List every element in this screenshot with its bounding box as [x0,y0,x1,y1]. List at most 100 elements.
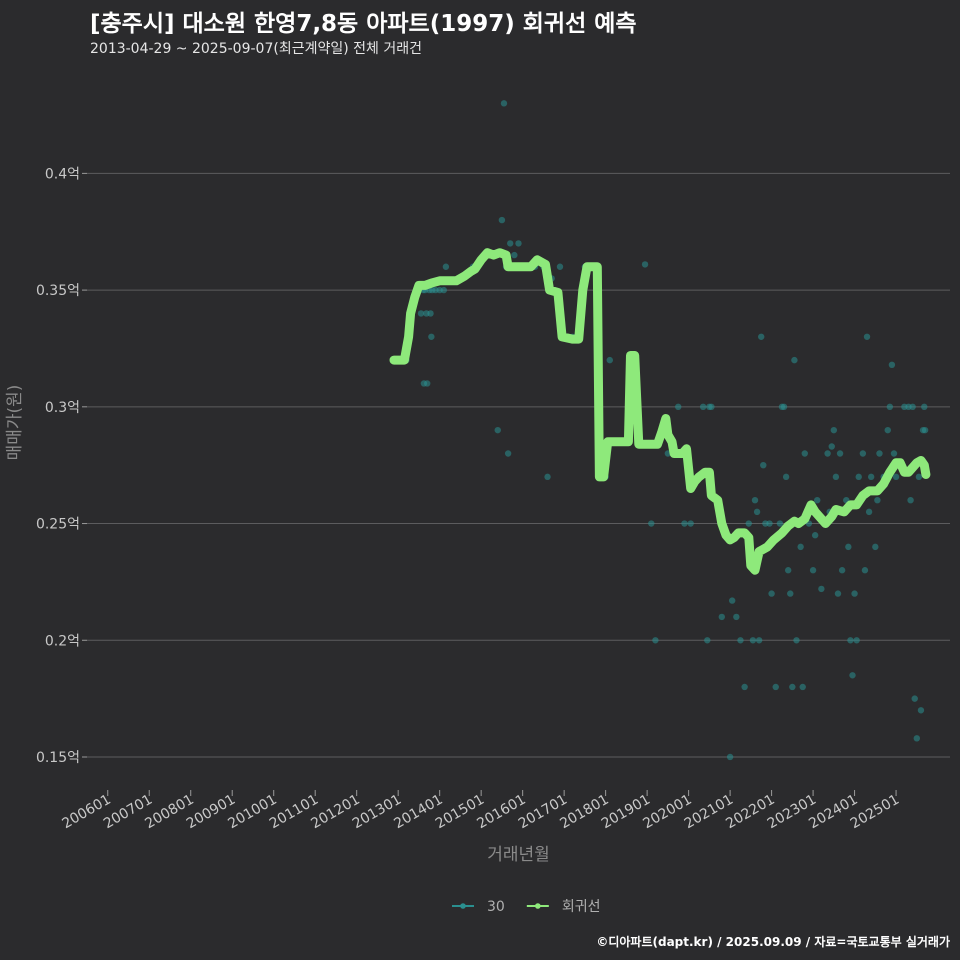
scatter-point [811,532,819,539]
scatter-point [793,637,800,644]
x-axis-ticks: 2006012007012008012009012010012011012012… [59,790,902,832]
scatter-point [863,333,871,340]
scatter-point [921,403,928,411]
scatter-point [704,637,711,644]
scatter-point [797,543,804,551]
scatter-point [768,590,775,597]
scatter-point [498,216,506,224]
scatter-point [876,450,883,457]
scatter-point [606,356,613,364]
regression-line-layer [389,248,931,575]
scatter-point [913,735,921,742]
scatter-point [907,496,914,504]
scatter-point [867,473,875,481]
scatter-point [515,240,522,247]
scatter-point [847,637,854,644]
scatter-point [428,333,435,340]
scatter-point [745,520,752,527]
scatter-point [741,683,748,691]
scatter-point [921,426,929,434]
scatter-point [749,637,757,644]
scatter-point [681,520,688,527]
scatter-point [758,333,765,340]
scatter-point [801,450,808,457]
scatter-point [424,380,431,387]
scatter-point [733,613,740,621]
scatter-point [699,403,707,411]
regression-line [389,248,931,575]
scatter-point [675,403,682,411]
scatter-point [849,672,856,679]
scatter-point [859,450,867,457]
scatter-point [772,683,779,691]
scatter-point [648,520,655,527]
scatter-point [718,613,726,621]
scatter-point [766,520,773,527]
y-axis-ticks: 0.15억 0.2억 0.25억 0.3억 0.35억 0.4억 [36,166,87,766]
legend: 30 회귀선 [452,899,600,915]
scatter-point [814,496,821,504]
legend-key-dot [460,903,466,909]
legend-label: 30 [487,899,505,915]
y-tick-label: 0.25억 [36,517,80,533]
scatter-point [861,567,869,574]
scatter-point [911,695,918,702]
chart-subtitle: 2013-04-29 ~ 2025-09-07(최근계약일) 전체 거래건 [90,41,422,57]
scatter-point [500,100,508,107]
source-credit: ©디아파트(dapt.kr) / 2025.09.09 / 자료=국토교통부 실… [596,935,950,949]
y-axis-title: 매매가(원) [5,385,25,461]
scatter-point [507,240,514,247]
scatter-point [799,683,806,691]
scatter-point [836,450,844,457]
scatter-point [838,567,846,574]
scatter-point [511,251,518,259]
scatter-point [787,590,794,597]
scatter-point [834,590,842,597]
scatter-point [830,426,838,434]
legend-label: 회귀선 [562,899,601,915]
scatter-point [824,450,831,457]
scatter-point [886,403,894,411]
scatter-point [440,286,448,294]
scatter-point [782,473,790,481]
scatter-point [818,585,825,593]
y-tick-label: 0.4억 [45,166,80,182]
scatter-point [708,403,715,411]
scatter-point [892,473,900,481]
scatter-point [845,543,852,551]
scatter-point [544,473,551,481]
scatter-point [556,263,564,270]
scatter-point [751,496,759,504]
scatter-point [888,361,896,369]
legend-key-dot [535,903,541,909]
y-tick-label: 0.35억 [36,283,80,299]
scatter-point [865,508,873,516]
y-tick-label: 0.15억 [36,750,80,766]
scatter-point [427,310,434,317]
scatter-point [872,543,879,551]
scatter-point [784,567,792,574]
scatter-point [776,520,784,527]
scatter-point [641,261,649,268]
scatter-point [494,426,501,434]
scatter-point [737,637,744,644]
scatter-point [755,637,763,644]
scatter-point [728,597,736,604]
scatter-point [832,473,840,481]
chart-title: [충주시] 대소원 한영7,8동 아파트(1997) 회귀선 예측 [90,11,637,37]
scatter-point [417,310,425,317]
scatter-point [442,263,450,270]
scatter-point [909,403,916,411]
scatter-point [504,450,512,457]
x-axis-title: 거래년월 [487,845,550,865]
y-tick-label: 0.2억 [45,633,80,649]
scatter-point [855,473,862,481]
y-tick-label: 0.3억 [45,400,80,416]
scatter-point [915,473,923,481]
grid-lines [87,172,950,758]
scatter-point [828,443,835,450]
scatter-point [884,426,891,434]
scatter-point [789,683,796,691]
scatter-point [760,461,767,469]
